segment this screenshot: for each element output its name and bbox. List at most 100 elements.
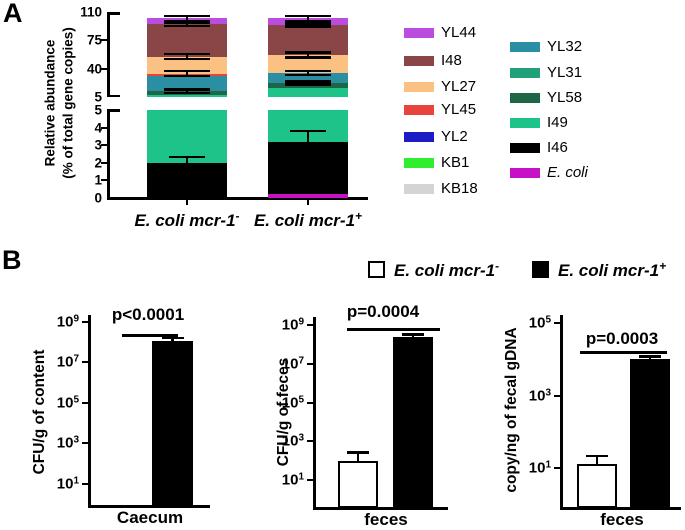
b-tick-label-10e1-sup: 1 — [545, 459, 551, 471]
panel-a-lower-tick — [101, 126, 107, 129]
error-bar-cap — [164, 52, 210, 56]
legend-swatch-yl27 — [404, 82, 434, 92]
b-axis-tick — [554, 467, 560, 470]
legend-label-yl58: YL58 — [547, 89, 583, 106]
b-legend-swatch-mcr1neg — [368, 261, 385, 278]
error-bar-whisker — [306, 15, 310, 21]
error-bar-whisker — [306, 81, 310, 85]
stack-segment-ecoli — [268, 193, 348, 198]
b-tick-label-10e3-sup: 3 — [545, 387, 551, 399]
feces-cfu-x-axis-label: feces — [364, 510, 408, 529]
legend-swatch-yl2 — [404, 132, 434, 142]
b-error-whisker — [356, 452, 360, 461]
b-tick-label-10e1: 101 — [529, 460, 551, 477]
error-bar-whisker — [185, 156, 189, 163]
b-tick-label-10e3-base: 10 — [528, 387, 546, 405]
error-bar-cap — [285, 25, 331, 28]
b-axis-tick — [82, 482, 88, 485]
b-tick-label-10e7: 107 — [282, 355, 304, 372]
b-tick-label-10e1-base: 10 — [56, 475, 74, 493]
b-axis-tick — [307, 479, 313, 482]
legend-swatch-kb1 — [404, 158, 434, 168]
panel-a-category-label-sup: + — [355, 209, 363, 223]
error-bar-cap — [285, 73, 331, 77]
stack-segment-yl27 — [268, 54, 348, 73]
legend-label-yl45: YL45 — [441, 101, 477, 118]
b-error-whisker — [595, 455, 599, 465]
panel-a-lower-tick — [101, 179, 107, 182]
b-tick-label-10e3: 103 — [282, 433, 304, 450]
panel-a-upper-axis-bottom-cap — [107, 94, 120, 97]
b-tick-label-10e7-sup: 7 — [73, 353, 79, 365]
b-tick-label-10e9: 109 — [57, 314, 79, 331]
b-axis-tick — [307, 362, 313, 365]
b-chart-y-axis — [313, 317, 316, 510]
error-bar-cap — [164, 24, 210, 28]
panel-a-category-label-sup: - — [235, 209, 240, 223]
panel-a-lower-tick-label: 2 — [94, 155, 102, 171]
b-tick-label-10e7-sup: 7 — [298, 355, 304, 367]
b-legend-swatch-mcr1pos — [532, 261, 549, 278]
legend-swatch-yl32 — [510, 42, 540, 52]
b-tick-label-10e7-base: 10 — [281, 355, 299, 373]
panel-a-lower-y-axis — [107, 110, 110, 198]
error-bar-cap — [285, 80, 331, 83]
b-chart-y-axis — [560, 315, 563, 510]
panel-a-upper-axis-top-cap — [107, 12, 120, 15]
error-bar-whisker — [185, 16, 189, 21]
b-tick-label-10e5-sup: 5 — [298, 394, 304, 406]
feces-cfu-p-value: p=0.0004 — [346, 302, 420, 321]
panel-a-upper-y-axis — [107, 12, 110, 97]
legend-label-yl27: YL27 — [441, 78, 477, 95]
error-bar-cap — [164, 91, 210, 94]
significance-line — [347, 328, 440, 331]
error-bar-cap — [285, 51, 331, 54]
stack-segment-yl27 — [147, 56, 227, 74]
error-bar-cap — [164, 88, 210, 91]
b-tick-label-10e3-sup: 3 — [73, 434, 79, 446]
b-tick-label-10e3: 103 — [57, 435, 79, 452]
significance-line — [122, 334, 178, 337]
error-bar-whisker — [306, 23, 310, 27]
b-bar-mcr1pos — [393, 336, 433, 508]
b-chart-x-axis — [560, 507, 681, 510]
b-tick-label-10e5: 105 — [57, 394, 79, 411]
stack-segment-i46 — [268, 141, 348, 194]
panel-a-upper-tick-label: 110 — [80, 4, 102, 20]
b-tick-label-10e3: 103 — [529, 387, 551, 404]
error-bar-whisker — [185, 22, 189, 26]
b-axis-tick — [307, 323, 313, 327]
stack-segment-i48 — [268, 24, 348, 55]
legend-swatch-yl45 — [404, 105, 434, 115]
significance-line — [580, 351, 667, 354]
error-bar-cap — [164, 57, 210, 61]
b-tick-label-10e5-sup: 5 — [73, 394, 79, 406]
feces-gdna-p-value: p=0.0003 — [585, 329, 659, 348]
b-legend-label-mcr1neg: E. coli mcr-1- — [394, 259, 499, 281]
legend-swatch-ecoli — [510, 168, 540, 178]
legend-label-kb1: KB1 — [441, 154, 470, 171]
panel-a-x-tick — [185, 199, 189, 205]
b-legend-label-mcr1pos: E. coli mcr-1+ — [558, 259, 666, 281]
b-error-cap — [347, 451, 369, 454]
panel-a-category-label: E. coli mcr-1+ — [254, 209, 362, 231]
stack-segment-i48 — [147, 24, 227, 57]
panel-a-lower-tick-label: 0 — [94, 190, 102, 206]
stack-segment-yl32 — [147, 75, 227, 92]
stack-segment-i49 — [268, 87, 348, 97]
b-tick-label-10e7-base: 10 — [56, 353, 74, 371]
b-bar-mcr1neg — [577, 464, 617, 508]
legend-label-yl31: YL31 — [547, 64, 583, 81]
legend-swatch-yl44 — [404, 28, 434, 38]
b-error-cap — [402, 333, 424, 336]
b-tick-label-10e9-sup: 9 — [73, 313, 79, 325]
panel-a-lower-tick-label: 5 — [94, 102, 102, 118]
stack-segment-i46 — [147, 162, 227, 198]
b-tick-label-10e1: 101 — [57, 475, 79, 492]
b-error-cap — [161, 336, 184, 340]
error-bar-cap — [285, 22, 331, 25]
legend-swatch-kb18 — [404, 184, 434, 194]
legend-swatch-i49 — [510, 118, 540, 128]
error-bar-cap — [164, 21, 210, 24]
